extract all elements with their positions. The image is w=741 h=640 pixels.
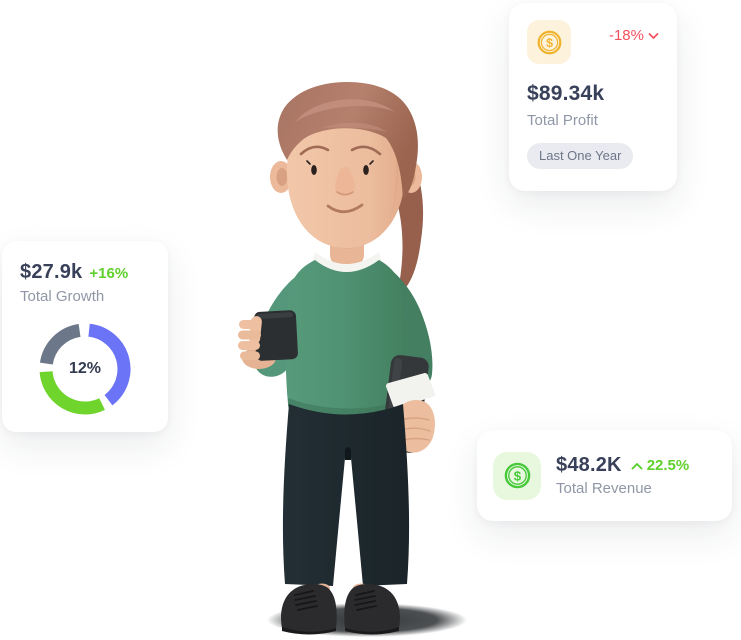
growth-value: $27.9k (20, 261, 83, 283)
character-mouth (326, 203, 364, 214)
profit-value: $89.34k (527, 82, 605, 105)
svg-text:$: $ (513, 468, 521, 483)
revenue-delta-value: 22.5% (646, 457, 690, 474)
dollar-coin-icon: $ (537, 30, 561, 54)
revenue-value: $48.2K (556, 454, 622, 476)
revenue-delta: 22.5% (631, 457, 690, 474)
green-segment (39, 370, 105, 415)
period-badge: Last One Year (527, 143, 634, 169)
profit-delta-value: -18% (608, 27, 644, 44)
total-revenue-card: $ $48.2K 22.5% Total Revenue (477, 430, 732, 521)
chevron-up-icon (631, 462, 643, 469)
donut-ring (39, 323, 131, 415)
growth-delta-value: +16% (89, 265, 129, 282)
chevron-down-icon (648, 32, 659, 39)
total-profit-card: $ -18% $89.34k Total Profit Last One Yea… (509, 3, 677, 191)
character-eyes (306, 160, 374, 175)
profit-icon-box: $ (527, 20, 571, 64)
donut-center-label: 12% (68, 360, 102, 377)
character-illustration (238, 82, 467, 637)
character-shoes (281, 584, 400, 635)
character-right-hand (386, 373, 435, 453)
profit-label: Total Profit (527, 112, 598, 129)
profit-delta-dropdown[interactable]: -18% (609, 27, 659, 44)
blue-segment (88, 323, 131, 406)
gray-segment (39, 323, 81, 365)
revenue-icon-box: $ (493, 451, 541, 500)
character-nose (335, 167, 355, 196)
phone (254, 310, 298, 361)
revenue-label: Total Revenue (556, 480, 652, 497)
growth-donut-chart: 12% (33, 317, 137, 421)
svg-text:$: $ (546, 36, 553, 50)
growth-label: Total Growth (20, 288, 105, 305)
character-pants (282, 404, 410, 586)
character-left-hand (238, 310, 298, 369)
character-hair (277, 82, 418, 200)
total-growth-card: $27.9k +16% Total Growth 12% (2, 241, 168, 432)
dollar-coin-icon: $ (504, 462, 530, 489)
